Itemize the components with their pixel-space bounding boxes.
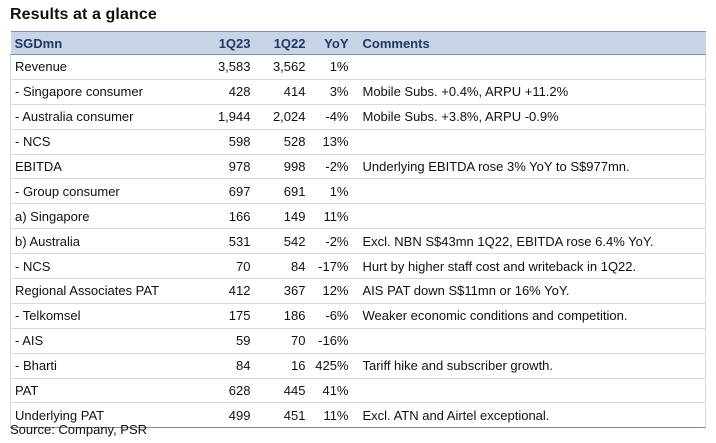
value-1q23-cell: 697 [196,178,255,205]
row-label-cell: b) Australia [10,228,197,255]
comment-cell: Underlying EBITDA rose 3% YoY to S$977mn… [358,154,706,180]
comment-cell: Hurt by higher staff cost and writeback … [358,253,706,280]
row-label-cell: - Singapore consumer [10,79,197,105]
table-row: - AIS 59 70 -16% [10,328,706,354]
value-1q23-cell: 978 [196,154,255,180]
value-1q23-cell: 166 [196,203,255,230]
value-1q23-cell: 59 [196,328,255,354]
row-label-cell: Regional Associates PAT [10,278,197,304]
header-1q22: 1Q22 [254,31,310,55]
value-1q23-cell: 412 [196,278,255,304]
yoy-cell: 1% [309,178,359,205]
value-1q22-cell: 84 [254,253,310,280]
row-label-cell: Underlying PAT [10,402,197,429]
comment-cell: Tariff hike and subscriber growth. [358,353,706,379]
row-label-cell: - AIS [10,328,197,354]
value-1q23-cell: 1,944 [196,104,255,130]
row-label-cell: EBITDA [10,154,197,180]
table-row: - Bharti 84 16 425% Tariff hike and subscrib… [10,353,706,379]
value-1q22-cell: 451 [254,402,310,429]
yoy-cell: 13% [309,129,359,155]
yoy-cell: -16% [309,328,359,354]
value-1q22-cell: 445 [254,378,310,404]
table-row: - Australia consumer 1,944 2,024 -4% Mobile … [10,104,706,130]
table-row: PAT 628 445 41% [10,378,706,404]
table-row: a) Singapore 166 149 11% [10,203,706,230]
source-note: Source: Company, PSR [10,422,148,437]
table-row: Regional Associates PAT 412 367 12% AIS PAT … [10,278,706,304]
table-row: - NCS 70 84 -17% Hurt by higher staff cost a… [10,253,706,280]
yoy-cell: -4% [309,104,359,130]
value-1q23-cell: 598 [196,129,255,155]
header-comments: Comments [358,31,706,55]
value-1q23-cell: 84 [196,353,255,379]
yoy-cell: 11% [309,402,359,429]
value-1q23-cell: 499 [196,402,255,429]
comment-cell [358,203,706,230]
value-1q22-cell: 542 [254,228,310,255]
value-1q22-cell: 149 [254,203,310,230]
value-1q22-cell: 3,562 [254,54,310,80]
yoy-cell: 425% [309,353,359,379]
table-row: - Telkomsel 175 186 -6% Weaker economic cond… [10,303,706,329]
yoy-cell: 41% [309,378,359,404]
value-1q22-cell: 414 [254,79,310,105]
value-1q22-cell: 16 [254,353,310,379]
table-row: - NCS 598 528 13% [10,129,706,155]
comment-cell [358,378,706,404]
yoy-cell: 1% [309,54,359,80]
yoy-cell: -6% [309,303,359,329]
header-label: SGDmn [10,31,197,55]
comment-cell [358,328,706,354]
yoy-cell: -2% [309,154,359,180]
value-1q23-cell: 70 [196,253,255,280]
row-label-cell: - Bharti [10,353,197,379]
value-1q22-cell: 528 [254,129,310,155]
header-yoy: YoY [309,31,359,55]
row-label-cell: - Group consumer [10,178,197,205]
results-table: SGDmn 1Q23 1Q22 YoY Comments Revenue 3,58… [10,31,706,429]
table-row: Underlying PAT 499 451 11% Excl. ATN and Air… [10,402,706,429]
table-row: Revenue 3,583 3,562 1% [10,54,706,80]
yoy-cell: 3% [309,79,359,105]
yoy-cell: 12% [309,278,359,304]
row-label-cell: - Telkomsel [10,303,197,329]
comment-cell [358,129,706,155]
comment-cell [358,54,706,80]
row-label-cell: a) Singapore [10,203,197,230]
value-1q22-cell: 70 [254,328,310,354]
row-label-cell: PAT [10,378,197,404]
comment-cell: Mobile Subs. +0.4%, ARPU +11.2% [358,79,706,105]
yoy-cell: 11% [309,203,359,230]
row-label-cell: - NCS [10,253,197,280]
header-1q23: 1Q23 [196,31,255,55]
value-1q22-cell: 998 [254,154,310,180]
row-label-cell: - Australia consumer [10,104,197,130]
value-1q23-cell: 628 [196,378,255,404]
value-1q22-cell: 186 [254,303,310,329]
table-row: EBITDA 978 998 -2% Underlying EBITDA rose 3%… [10,154,706,180]
value-1q22-cell: 2,024 [254,104,310,130]
row-label-cell: - NCS [10,129,197,155]
comment-cell: Weaker economic conditions and competiti… [358,303,706,329]
value-1q23-cell: 175 [196,303,255,329]
header-row: SGDmn 1Q23 1Q22 YoY Comments [10,31,706,55]
yoy-cell: -17% [309,253,359,280]
row-label-cell: Revenue [10,54,197,80]
table-title: Results at a glance [10,6,157,23]
yoy-cell: -2% [309,228,359,255]
comment-cell [358,178,706,205]
value-1q23-cell: 531 [196,228,255,255]
value-1q23-cell: 3,583 [196,54,255,80]
table-row: - Group consumer 697 691 1% [10,178,706,205]
value-1q22-cell: 691 [254,178,310,205]
comment-cell: AIS PAT down S$11mn or 16% YoY. [358,278,706,304]
comment-cell: Mobile Subs. +3.8%, ARPU -0.9% [358,104,706,130]
comment-cell: Excl. ATN and Airtel exceptional. [358,402,706,429]
table-row: b) Australia 531 542 -2% Excl. NBN S$43mn 1Q… [10,228,706,255]
value-1q22-cell: 367 [254,278,310,304]
value-1q23-cell: 428 [196,79,255,105]
comment-cell: Excl. NBN S$43mn 1Q22, EBITDA rose 6.4% … [358,228,706,255]
table-row: - Singapore consumer 428 414 3% Mobile Subs.… [10,79,706,105]
